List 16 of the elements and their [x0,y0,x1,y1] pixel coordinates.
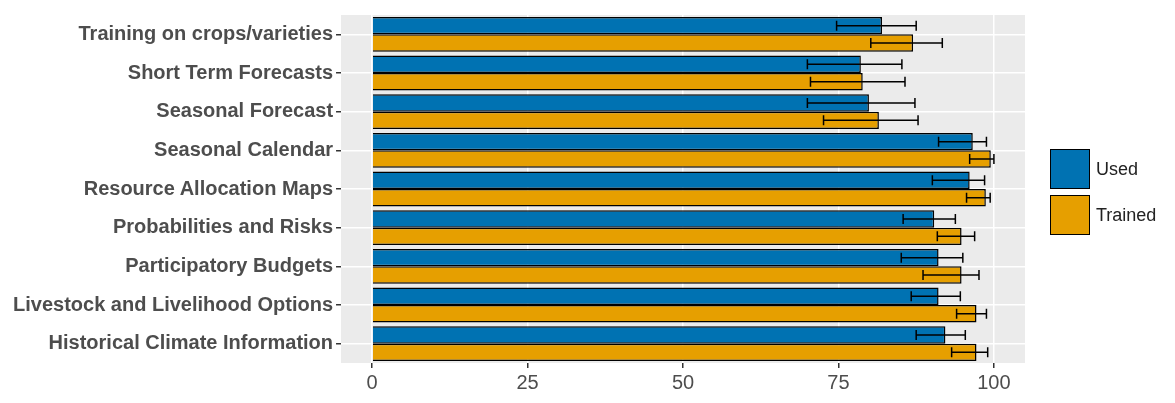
y-tick-label: Seasonal Forecast [156,99,334,122]
y-tick-label: Participatory Budgets [125,253,334,276]
x-tick-label: 25 [516,370,539,393]
y-tick-label: Resource Allocation Maps [83,176,334,199]
y-tick-label: Livestock and Livelihood Options [12,292,334,315]
x-tick-label: 100 [977,370,1011,393]
y-tick-label: Seasonal Calendar [154,137,334,160]
y-tick-label: Training on crops/varieties [78,21,334,44]
y-tick-label: Short Term Forecasts [127,60,334,83]
legend-label: Trained [1096,204,1157,226]
text: Used [1096,158,1139,180]
y-tick-label: Historical Climate Information [48,331,334,354]
x-tick-label: 75 [827,370,850,393]
x-tick-label: 0 [366,370,378,393]
y-tick-label: Probabilities and Risks [112,215,334,238]
x-tick-label: 50 [671,370,695,393]
